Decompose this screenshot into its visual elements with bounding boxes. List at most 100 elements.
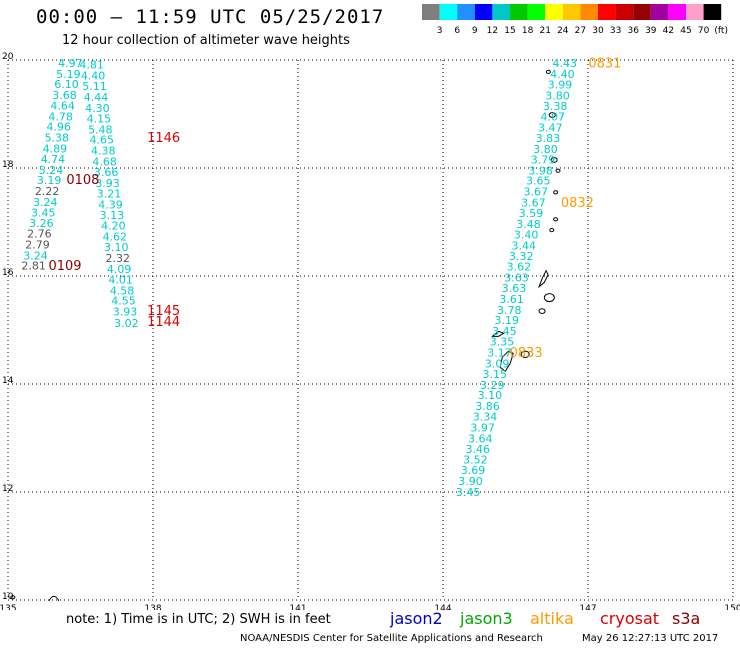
color-scale-swatch bbox=[457, 4, 475, 20]
wave-height-map: 135 138 141 144 147 150 10 12 14 16 18 20 4.975.196.… bbox=[0, 52, 740, 610]
wave-height-value: 4.97 bbox=[58, 57, 83, 70]
wave-height-value: 3.79 bbox=[531, 154, 556, 167]
color-scale-label: 21 bbox=[539, 26, 550, 36]
lon-tick-label: 141 bbox=[289, 604, 306, 610]
lon-tick-label: 138 bbox=[144, 604, 161, 610]
wave-height-value: 4.15 bbox=[87, 113, 112, 126]
color-scale-swatch bbox=[668, 4, 686, 20]
wave-height-value: 3.98 bbox=[528, 164, 553, 177]
satellite-legend-cryosat: cryosat bbox=[600, 609, 660, 628]
wave-height-value: 3.62 bbox=[507, 261, 532, 274]
color-scale-swatch bbox=[562, 4, 581, 20]
color-scale-swatch bbox=[615, 4, 634, 20]
island-outline bbox=[543, 293, 555, 303]
pass-time-label: 0109 bbox=[48, 259, 81, 274]
color-scale-label: 70 bbox=[698, 26, 710, 36]
island-outline bbox=[48, 595, 60, 602]
wave-height-value: 2.76 bbox=[27, 228, 52, 241]
wave-height-value: 3.40 bbox=[514, 229, 539, 242]
wave-height-value: 3.45 bbox=[31, 207, 56, 220]
wave-height-value: 3.65 bbox=[526, 175, 551, 188]
wave-height-value: 2.81 bbox=[21, 260, 46, 273]
wave-height-value: 3.13 bbox=[100, 209, 125, 222]
wave-height-value: 3.67 bbox=[524, 186, 549, 199]
wave-height-value: 3.63 bbox=[502, 282, 527, 295]
lat-tick-label: 16 bbox=[2, 268, 14, 278]
color-scale-label: 33 bbox=[610, 26, 621, 36]
wave-height-value: 3.09 bbox=[485, 357, 510, 370]
footer-credit: NOAA/NESDIS Center for Satellite Applica… bbox=[240, 633, 543, 644]
wave-height-value: 4.43 bbox=[553, 57, 578, 70]
wave-height-value: 3.24 bbox=[23, 249, 48, 262]
color-scale-label: 42 bbox=[663, 26, 674, 36]
wave-height-value: 3.21 bbox=[97, 188, 122, 201]
wave-height-value: 4.62 bbox=[103, 230, 128, 243]
wave-height-value: 3.48 bbox=[516, 218, 541, 231]
pass-time-label: 0108 bbox=[66, 173, 99, 188]
wave-height-value: 3.59 bbox=[519, 207, 544, 220]
wave-height-value: 2.22 bbox=[35, 185, 60, 198]
rota-island-outline bbox=[491, 330, 505, 337]
pass-time-label: 0832 bbox=[561, 196, 594, 211]
color-scale-label: 15 bbox=[504, 26, 515, 36]
color-scale-label: 12 bbox=[487, 26, 498, 36]
wave-height-value: 4.40 bbox=[81, 69, 106, 82]
wave-height-value: 3.68 bbox=[52, 89, 77, 102]
wave-height-value: 4.68 bbox=[92, 155, 117, 168]
color-scale-label: 36 bbox=[627, 26, 639, 36]
color-scale-swatch bbox=[686, 4, 704, 20]
wave-height-value: 3.52 bbox=[463, 453, 488, 466]
wave-height-value: 3.66 bbox=[94, 166, 119, 179]
color-scale-swatch bbox=[545, 4, 563, 20]
wave-height-value: 4.78 bbox=[48, 110, 73, 123]
island-outline bbox=[538, 308, 546, 315]
wave-height-value: 3.93 bbox=[95, 177, 120, 190]
pass-time-label: 1144 bbox=[147, 315, 180, 330]
lon-tick-label: 144 bbox=[434, 604, 451, 610]
page-subtitle: 12 hour collection of altimeter wave hei… bbox=[62, 33, 350, 48]
page-title: 00:00 – 11:59 UTC 05/25/2017 bbox=[36, 6, 385, 28]
wave-height-value: 3.26 bbox=[29, 217, 54, 230]
color-scale-swatch bbox=[422, 4, 440, 20]
wave-height-value: 3.44 bbox=[511, 240, 536, 253]
wave-height-value: 4.40 bbox=[550, 68, 575, 81]
wave-height-value: 3.47 bbox=[538, 121, 563, 134]
footer-note: note: 1) Time is in UTC; 2) SWH is in fe… bbox=[66, 612, 331, 627]
lat-tick-label: 14 bbox=[2, 376, 14, 386]
wave-height-value: 5.24 bbox=[39, 164, 64, 177]
wave-height-value: 3.38 bbox=[543, 100, 568, 113]
satellite-legend-jason3: jason3 bbox=[460, 609, 513, 628]
pass-time-label: 0833 bbox=[510, 346, 543, 361]
island-outline bbox=[549, 228, 555, 233]
color-scale-swatch bbox=[474, 4, 493, 20]
color-scale-label: 30 bbox=[592, 26, 604, 36]
color-scale-swatch bbox=[580, 4, 598, 20]
wave-height-value: 3.97 bbox=[470, 422, 495, 435]
wave-height-value: 3.78 bbox=[497, 304, 522, 317]
wave-height-value: 3.02 bbox=[114, 317, 139, 330]
wave-height-value: 3.86 bbox=[475, 400, 500, 413]
color-scale-swatch bbox=[492, 4, 510, 20]
wave-height-value: 3.93 bbox=[113, 305, 138, 318]
wave-height-value: 4.07 bbox=[540, 110, 565, 123]
pass-time-label: 0831 bbox=[588, 57, 621, 72]
wave-height-value: 3.24 bbox=[33, 196, 58, 209]
satellite-legend-s3a: s3a bbox=[672, 609, 701, 628]
wave-height-value: 6.10 bbox=[54, 78, 79, 91]
footer-timestamp: May 26 12:27:13 UTC 2017 bbox=[582, 633, 719, 644]
color-scale-swatch bbox=[703, 4, 722, 20]
wave-height-value: 3.64 bbox=[468, 432, 493, 445]
color-scale-label: 45 bbox=[680, 26, 691, 36]
wave-height-value: 3.61 bbox=[499, 293, 524, 306]
wave-height-value: 4.81 bbox=[79, 59, 104, 72]
wave-height-value: 4.64 bbox=[50, 100, 75, 113]
wave-height-value: 4.65 bbox=[90, 134, 115, 147]
lat-tick-label: 10 bbox=[2, 592, 14, 602]
color-scale-swatch bbox=[527, 4, 546, 20]
wave-height-color-scale: 3 6 9 12 15 18 21 24 27 30 33 36 39 42 45 70 (ft) bbox=[422, 4, 728, 36]
color-scale-swatch bbox=[650, 4, 669, 20]
wave-height-value: 4.44 bbox=[84, 91, 109, 104]
wave-height-value: 5.38 bbox=[45, 132, 70, 145]
color-scale-swatch bbox=[598, 4, 616, 20]
island-outline bbox=[555, 168, 561, 173]
